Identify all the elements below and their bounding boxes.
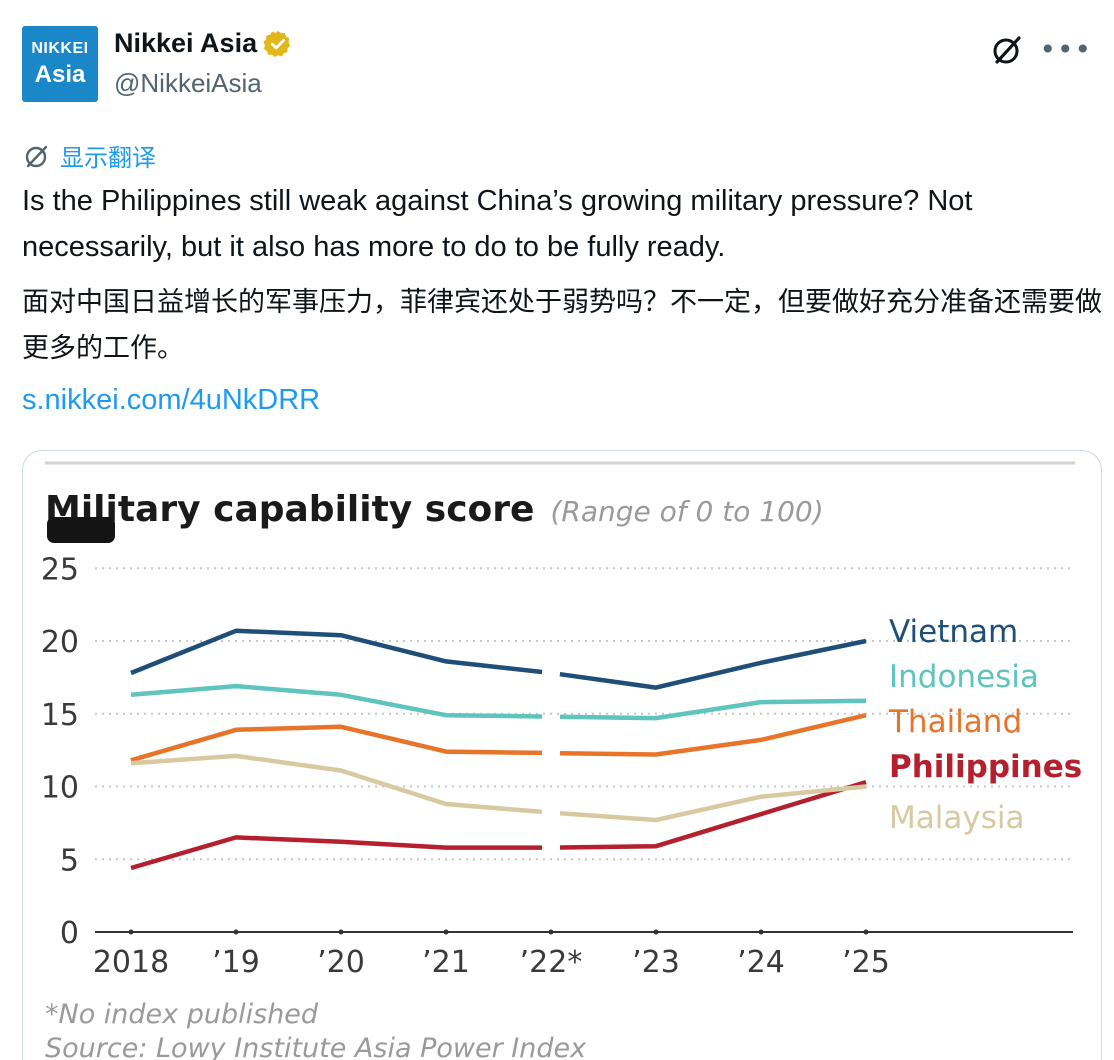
legend-label-vietnam: Vietnam: [889, 614, 1018, 650]
chart-image-card[interactable]: Military capability score (Range of 0 to…: [22, 450, 1102, 1060]
legend-label-thailand: Thailand: [888, 704, 1022, 740]
series-line-philippines-after-gap: [559, 779, 867, 850]
x-tick-dot: [338, 929, 344, 935]
y-tick-label: 20: [41, 625, 79, 660]
series-line-thailand-after-gap: [559, 713, 867, 757]
legend-label-philippines: Philippines: [889, 749, 1082, 785]
show-translation-label: 显示翻译: [60, 144, 156, 172]
y-tick-label: 25: [41, 552, 79, 587]
tweet-link[interactable]: s.nikkei.com/4uNkDRR: [22, 384, 321, 416]
series-line-vietnam: [130, 628, 543, 676]
y-tick-label: 5: [60, 843, 79, 878]
grok-slash-icon[interactable]: [989, 32, 1025, 68]
x-tick-dot: [863, 929, 869, 935]
avatar[interactable]: NIKKEI Asia: [22, 26, 98, 102]
series-line-malaysia-after-gap: [559, 784, 867, 823]
x-tick-dot: [548, 929, 554, 935]
tweet-text-english: Is the Philippines still weak against Ch…: [22, 185, 973, 263]
x-tick-dot: [758, 929, 764, 935]
x-tick-label: ’20: [317, 945, 365, 980]
more-dots-icon[interactable]: •••: [1039, 33, 1092, 66]
series-line-indonesia-after-gap: [559, 698, 867, 721]
series-line-vietnam-after-gap: [559, 638, 867, 690]
x-tick-label: ’21: [422, 945, 470, 980]
chart-subtitle: (Range of 0 to 100): [550, 495, 823, 528]
image-overlay-badge: [47, 517, 115, 543]
line-chart: Military capability score (Range of 0 to…: [41, 461, 1082, 1060]
series-line-philippines: [130, 835, 542, 871]
x-tick-label: ’19: [212, 945, 260, 980]
avatar-line2: Asia: [34, 61, 86, 88]
translate-grok-icon: [25, 145, 48, 167]
x-tick-label: ’25: [842, 945, 890, 980]
x-tick-dot: [233, 929, 239, 935]
chart-source: Source: Lowy Institute Asia Power Index: [45, 1033, 587, 1060]
x-tick-label: ’24: [737, 945, 785, 980]
x-tick-dot: [128, 929, 134, 935]
show-translation-link[interactable]: 显示翻译: [22, 138, 156, 173]
y-tick-label: 0: [60, 916, 79, 951]
series-line-thailand: [130, 724, 543, 763]
y-tick-label: 15: [41, 698, 79, 733]
x-tick-dot: [443, 929, 449, 935]
y-tick-label: 10: [41, 771, 79, 806]
x-tick-dot: [653, 929, 659, 935]
avatar-line1: NIKKEI: [31, 40, 89, 57]
account-name-row: Nikkei Asia: [114, 28, 293, 59]
verified-badge-icon: [263, 30, 291, 57]
header-actions: •••: [989, 32, 1092, 68]
x-tick-label: ’23: [632, 945, 680, 980]
series-line-indonesia: [130, 683, 543, 719]
series-line-malaysia: [130, 753, 543, 815]
account-handle[interactable]: @NikkeiAsia: [114, 68, 262, 98]
legend-label-malaysia: Malaysia: [889, 800, 1024, 836]
account-name[interactable]: Nikkei Asia: [114, 28, 258, 58]
x-tick-label: 2018: [93, 945, 169, 980]
chart-footnote: *No index published: [45, 999, 319, 1030]
legend-label-indonesia: Indonesia: [889, 659, 1039, 695]
x-tick-label: ’22*: [520, 945, 583, 980]
chart-title: Military capability score: [45, 489, 534, 530]
tweet-text-chinese: 面对中国日益增长的军事压力，菲律宾还处于弱势吗？不一定，但要做好充分准备还需要做…: [22, 287, 1102, 364]
tweet-header: NIKKEI Asia Nikkei Asia @NikkeiAsia •••: [22, 26, 1092, 104]
